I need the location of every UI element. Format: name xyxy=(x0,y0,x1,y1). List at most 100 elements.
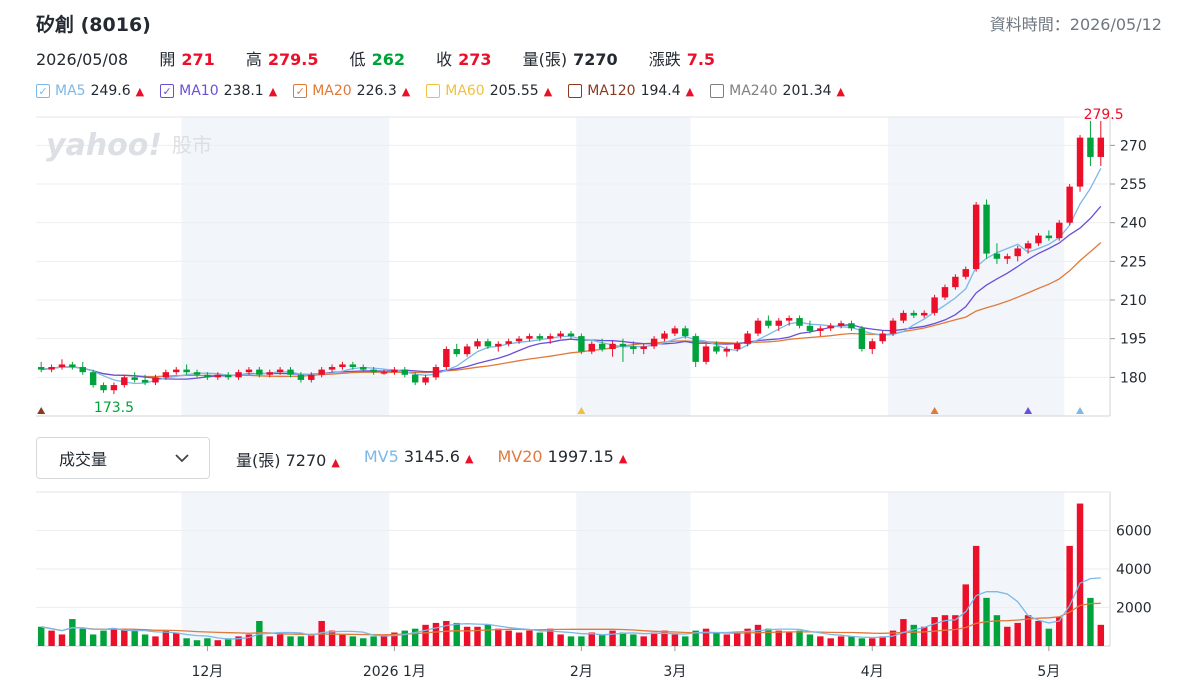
candle-body xyxy=(557,333,564,337)
volume-bar xyxy=(796,630,803,646)
candle-body xyxy=(339,364,346,368)
volume-bar xyxy=(702,628,710,646)
volume-bar xyxy=(1014,622,1021,646)
candle-body xyxy=(443,348,450,368)
candle-body xyxy=(266,372,273,375)
candle-body xyxy=(827,325,834,329)
ma-legend-name: MA5 xyxy=(55,83,86,99)
volume-bar xyxy=(463,626,471,646)
data-time: 資料時間：2026/05/12 xyxy=(989,15,1162,34)
low-value: 262 xyxy=(371,50,405,69)
volume-bar xyxy=(837,636,845,646)
volume-bar xyxy=(785,632,793,646)
candle-body xyxy=(837,323,845,326)
candle-body xyxy=(630,346,637,349)
candle-body xyxy=(1035,235,1042,244)
volume-bar xyxy=(224,638,232,646)
volume-bar xyxy=(204,638,211,646)
candle-body xyxy=(723,348,731,352)
candle-body xyxy=(37,367,45,370)
ma-legend-value: 226.3 xyxy=(356,83,397,99)
ma-legend-item-ma60[interactable]: MA60 205.55 ▲ xyxy=(426,83,552,99)
candle-body xyxy=(391,369,398,373)
price-tick-label: 180 xyxy=(1120,370,1147,386)
volume-select-label: 成交量 xyxy=(59,450,108,469)
volume-bar xyxy=(183,638,190,646)
ma-legend-value: 238.1 xyxy=(223,83,264,99)
ma-legend-item-ma5[interactable]: ✓ MA5 249.6 ▲ xyxy=(36,83,144,99)
candle-body xyxy=(89,372,97,386)
candle-body xyxy=(401,369,409,375)
volume-bar xyxy=(1066,545,1073,646)
candle-body xyxy=(1004,256,1011,259)
volume-bar xyxy=(775,630,782,646)
ma-legend-item-ma120[interactable]: MA120 194.4 ▲ xyxy=(568,83,694,99)
change-value: 7.5 xyxy=(686,50,716,69)
candle-body xyxy=(900,312,907,321)
mv20-legend-label: MV20 xyxy=(497,447,543,466)
candle-body xyxy=(121,377,128,386)
volume-bar xyxy=(879,636,886,646)
up-triangle-icon: ▲ xyxy=(685,84,695,98)
candle-body xyxy=(754,320,762,334)
price-tick-label: 225 xyxy=(1120,254,1147,270)
volume-bar xyxy=(619,632,627,646)
volume-bar xyxy=(484,624,492,646)
checkbox-checked-icon[interactable]: ✓ xyxy=(293,84,308,98)
volume-tick-label: 6000 xyxy=(1116,524,1152,540)
vol-legend-label: 量(張) xyxy=(236,451,281,470)
checkbox-checked-icon[interactable]: ✓ xyxy=(160,84,175,98)
candle-body xyxy=(110,385,118,391)
month-label: 4月 xyxy=(861,664,884,680)
checkbox-empty-icon[interactable] xyxy=(710,84,725,98)
candle-body xyxy=(100,385,107,391)
volume-bar xyxy=(193,640,201,646)
volume-bar xyxy=(515,632,523,646)
volume-bar xyxy=(411,628,419,646)
volume-bar xyxy=(588,632,595,646)
volume-bar xyxy=(391,632,398,646)
volume-bar xyxy=(360,638,367,646)
volume-bar xyxy=(37,626,45,646)
volume-bar xyxy=(848,636,855,646)
ma-legend-item-ma10[interactable]: ✓ MA10 238.1 ▲ xyxy=(160,83,277,99)
shaded-band xyxy=(576,117,691,416)
candle-body xyxy=(952,276,959,288)
volume-bar xyxy=(692,630,699,646)
month-label: 3月 xyxy=(663,664,686,680)
volume-bar xyxy=(713,632,720,646)
volume-bar xyxy=(380,634,388,646)
volume-bar xyxy=(214,640,222,646)
vol-legend-item: 量(張) 7270 ▲ xyxy=(236,447,340,471)
candle-body xyxy=(183,369,190,373)
volume-indicator-select[interactable]: 成交量 xyxy=(36,437,210,479)
candle-body xyxy=(141,379,149,383)
candle-body xyxy=(744,333,751,344)
volume-tick-label: 4000 xyxy=(1116,562,1152,578)
volume-bar xyxy=(266,636,273,646)
up-triangle-icon: ▲ xyxy=(618,452,628,465)
volume-bar xyxy=(578,636,585,646)
price-tick-label: 255 xyxy=(1120,177,1147,193)
close-value: 273 xyxy=(458,50,492,69)
ma-legend-item-ma240[interactable]: MA240 201.34 ▲ xyxy=(710,83,845,99)
checkbox-empty-icon[interactable] xyxy=(568,84,583,98)
candle-body xyxy=(775,320,782,326)
max-price-label: 279.5 xyxy=(1084,107,1124,123)
volume-bar xyxy=(1045,628,1053,646)
mv20-line xyxy=(41,602,1101,636)
volume-bar xyxy=(806,634,814,646)
ma-legend-value: 194.4 xyxy=(640,83,681,99)
up-triangle-icon: ▲ xyxy=(543,84,553,98)
checkbox-checked-icon[interactable]: ✓ xyxy=(36,84,50,98)
candle-body xyxy=(328,367,336,370)
volume-bar xyxy=(1056,617,1063,646)
volume-bar xyxy=(910,624,918,646)
up-triangle-icon: ▲ xyxy=(401,84,411,98)
price-tick-label: 240 xyxy=(1120,216,1147,232)
candle-body xyxy=(609,343,616,349)
ma-legend-item-ma20[interactable]: ✓ MA20 226.3 ▲ xyxy=(293,83,410,99)
checkbox-empty-icon[interactable] xyxy=(426,84,441,98)
candle-body xyxy=(453,348,460,355)
